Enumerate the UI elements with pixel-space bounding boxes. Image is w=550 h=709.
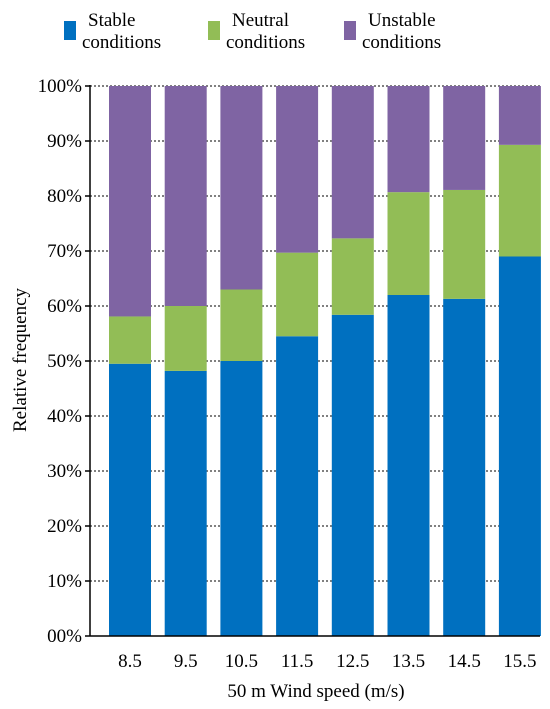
- bar-neutral-conditions-10-5: [220, 289, 263, 361]
- bar-stable-conditions-10-5: [220, 361, 263, 636]
- legend-swatch-unstable-conditions: [344, 21, 356, 40]
- legend-swatch-stable-conditions: [64, 21, 76, 40]
- bar-neutral-conditions-8-5: [109, 316, 151, 364]
- y-tick-label-10: 10%: [47, 571, 82, 592]
- bar-stable-conditions-13-5: [387, 295, 430, 636]
- bar-neutral-conditions-13-5: [387, 192, 430, 295]
- bar-neutral-conditions-15-5: [498, 144, 541, 257]
- y-tick-label-40: 40%: [47, 406, 82, 427]
- legend-label-unstable-conditions: Unstable conditions: [362, 10, 441, 53]
- y-tick-label-90: 90%: [47, 131, 82, 152]
- x-axis-title: 50 m Wind speed (m/s): [227, 681, 404, 702]
- bars: [109, 86, 541, 636]
- bar-unstable-conditions-13-5: [387, 86, 430, 193]
- y-tick-labels: 00% 10% 20% 30% 40% 50% 60% 70% 80% 90% 100%: [38, 76, 83, 647]
- x-tick-label-14-5: 14.5: [448, 651, 481, 672]
- y-tick-label-70: 70%: [47, 241, 82, 262]
- bar-unstable-conditions-15-5: [498, 86, 541, 145]
- x-tick-label-11-5: 11.5: [281, 651, 314, 672]
- bar-neutral-conditions-11-5: [276, 252, 319, 337]
- bar-unstable-conditions-11-5: [276, 86, 319, 253]
- x-tick-label-10-5: 10.5: [225, 651, 258, 672]
- y-tick-label-60: 60%: [47, 296, 82, 317]
- bar-unstable-conditions-9-5: [164, 86, 207, 306]
- legend: Stable conditions Neutral conditions Unstabl…: [64, 10, 441, 53]
- bar-stable-conditions-11-5: [276, 336, 319, 636]
- y-tick-label-00: 00%: [47, 626, 82, 647]
- y-tick-label-20: 20%: [47, 516, 82, 537]
- y-tick-label-30: 30%: [47, 461, 82, 482]
- bar-stable-conditions-15-5: [498, 256, 541, 636]
- bar-unstable-conditions-10-5: [220, 86, 263, 290]
- x-tick-label-13-5: 13.5: [392, 651, 425, 672]
- x-tick-label-15-5: 15.5: [503, 651, 536, 672]
- y-axis-title: Relative frequency: [10, 287, 31, 432]
- x-tick-label-8-5: 8.5: [118, 651, 142, 672]
- bar-stable-conditions-12-5: [331, 314, 374, 636]
- bar-unstable-conditions-14-5: [443, 86, 486, 190]
- bar-stable-conditions-9-5: [164, 370, 207, 636]
- x-tick-label-12-5: 12.5: [336, 651, 369, 672]
- bar-unstable-conditions-8-5: [109, 86, 151, 317]
- legend-label-neutral-conditions: Neutral conditions: [226, 10, 305, 53]
- y-tick-label-80: 80%: [47, 186, 82, 207]
- bar-neutral-conditions-14-5: [443, 189, 486, 299]
- legend-swatch-neutral-conditions: [208, 21, 220, 40]
- axes: [85, 85, 540, 637]
- y-tick-label-100: 100%: [38, 76, 83, 97]
- legend-label-stable-conditions: Stable conditions: [82, 10, 161, 53]
- bar-neutral-conditions-9-5: [164, 306, 207, 371]
- x-tick-labels: 8.5 9.5 10.5 11.5 12.5 13.5 14.5 15.5: [118, 651, 536, 672]
- bar-unstable-conditions-12-5: [331, 86, 374, 239]
- bar-neutral-conditions-12-5: [331, 238, 374, 315]
- y-tick-label-50: 50%: [47, 351, 82, 372]
- x-tick-label-9-5: 9.5: [174, 651, 198, 672]
- bar-stable-conditions-14-5: [443, 298, 486, 636]
- bar-stable-conditions-8-5: [109, 363, 151, 636]
